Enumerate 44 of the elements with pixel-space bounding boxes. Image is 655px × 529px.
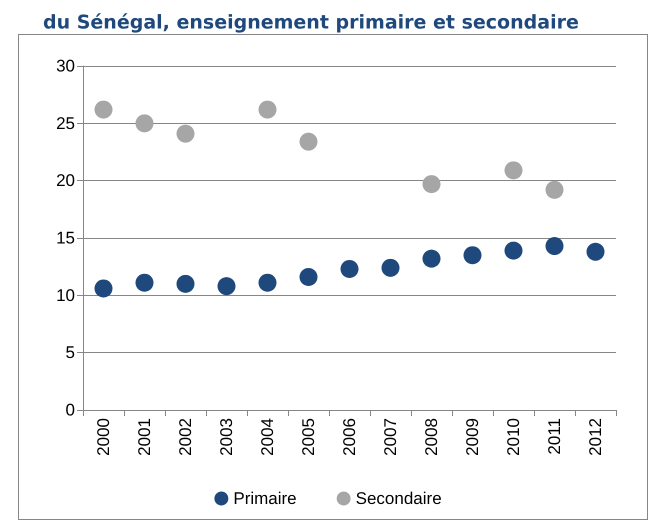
- point: [422, 250, 440, 268]
- point: [464, 246, 482, 264]
- point: [504, 242, 522, 260]
- point: [422, 175, 440, 194]
- point: [382, 258, 400, 277]
- point: [94, 100, 112, 119]
- x-tick-label: 2002: [176, 418, 195, 456]
- y-tick-label: 30: [56, 56, 75, 76]
- point: [504, 161, 522, 180]
- y-tick-label: 20: [56, 171, 75, 190]
- point: [546, 237, 564, 256]
- point: [258, 100, 276, 119]
- x-tick-label: 2010: [504, 418, 523, 456]
- x-tick-label: 2004: [258, 418, 277, 456]
- point: [176, 274, 194, 293]
- y-tick-label: 10: [56, 286, 75, 305]
- y-tick-label: 0: [66, 400, 75, 420]
- point: [546, 180, 564, 199]
- x-tick-label: 2011: [545, 418, 564, 455]
- x-tick-label: 2009: [463, 418, 482, 456]
- point: [176, 124, 194, 143]
- y-tick-label: 25: [56, 114, 75, 133]
- point: [136, 114, 154, 132]
- x-tick-label: 2000: [94, 418, 113, 456]
- point: [340, 260, 358, 278]
- legend-label: Primaire: [233, 489, 297, 508]
- point: [300, 268, 318, 286]
- x-tick-label: 2006: [340, 418, 359, 456]
- legend-label: Secondaire: [356, 489, 442, 508]
- point: [586, 242, 604, 261]
- point: [258, 274, 276, 292]
- point: [300, 132, 318, 151]
- x-tick-label: 2005: [299, 418, 318, 456]
- x-tick-label: 2003: [217, 418, 236, 456]
- chart-title: du Sénégal, enseignement primaire et secondaire: [43, 12, 579, 34]
- y-tick-label: 15: [56, 228, 75, 248]
- point: [136, 274, 154, 292]
- y-tick-label: 5: [66, 343, 75, 362]
- x-tick-label: 2008: [422, 418, 441, 456]
- x-tick-label: 2001: [135, 418, 154, 456]
- point: [94, 279, 112, 298]
- x-tick-label: 2007: [381, 418, 400, 456]
- x-tick-label: 2012: [586, 418, 605, 456]
- point: [218, 277, 236, 296]
